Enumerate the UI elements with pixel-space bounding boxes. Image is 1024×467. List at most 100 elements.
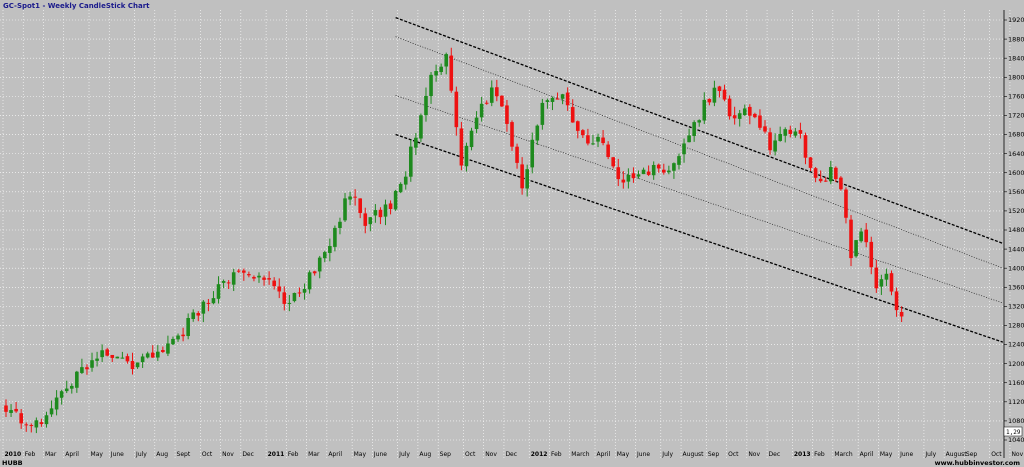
x-tick-label: Nov [485, 451, 497, 458]
candle-body [540, 102, 545, 125]
x-tick-label: Oct [728, 451, 739, 458]
candle-body [150, 352, 155, 358]
candle-body [39, 422, 44, 425]
last-value-label: 1,29 [1006, 429, 1021, 436]
y-tick-label: 1840 [1008, 54, 1024, 62]
grid-lines [0, 10, 1011, 458]
candle-body [889, 273, 894, 292]
candle-body [216, 284, 221, 299]
candle-body [742, 108, 747, 116]
candle-body [474, 117, 479, 129]
x-tick-label: Feb [288, 451, 299, 458]
y-tick-label: 1720 [1008, 112, 1024, 120]
y-tick-label: 1640 [1008, 150, 1024, 158]
candle-body [545, 100, 550, 102]
candle-body [211, 298, 216, 304]
website-label: www.hubbinvestor.com [935, 459, 1021, 467]
candle-body [333, 227, 337, 247]
candle-body [100, 350, 104, 358]
candle-body [454, 91, 459, 128]
y-tick-label: 1400 [1008, 264, 1024, 272]
candle-body [206, 302, 211, 304]
candle-body [864, 229, 868, 243]
x-tick-label: Oct [202, 451, 213, 458]
x-tick-label: Nov [1011, 451, 1023, 458]
candle-body [469, 130, 474, 148]
candle-body [403, 176, 408, 185]
candle-body [75, 371, 79, 388]
candle-body [844, 189, 848, 218]
candle-body [783, 129, 788, 136]
candle-body [879, 279, 884, 287]
candle-body [130, 361, 135, 370]
candle-body [434, 71, 438, 76]
candle-body [373, 210, 378, 216]
candle-body [317, 257, 322, 272]
candle-body [449, 55, 454, 91]
candle-body [500, 95, 504, 107]
candle-body [257, 275, 261, 278]
x-tick-label: April [65, 451, 79, 458]
y-tick-label: 1760 [1008, 93, 1024, 101]
candle-body [788, 129, 793, 134]
x-tick-label: June [373, 451, 387, 458]
candle-body [515, 146, 519, 163]
x-tick-label: Sep [966, 451, 978, 458]
candle-body [186, 318, 190, 337]
candle-body [54, 397, 59, 410]
candle-body [641, 169, 646, 175]
x-tick-label: Feb [814, 451, 825, 458]
candle-body [869, 241, 874, 268]
candle-body [378, 209, 383, 218]
y-tick-label: 1240 [1008, 341, 1024, 349]
x-tick-label: June [110, 451, 124, 458]
y-tick-label: 1520 [1008, 207, 1024, 215]
candle-body [398, 183, 403, 193]
candle-body [226, 282, 231, 284]
candle-body [697, 120, 702, 123]
candle-body [560, 94, 565, 99]
candle-body [702, 99, 707, 121]
y-tick-label: 1360 [1008, 283, 1024, 291]
x-tick-label: August [946, 451, 968, 458]
candle-body [479, 103, 484, 118]
candle-body [242, 270, 246, 273]
candle-body [601, 137, 605, 144]
candle-body [722, 89, 727, 100]
candle-body [510, 122, 514, 147]
x-tick-label: Feb [551, 451, 562, 458]
candle-body [707, 99, 712, 103]
y-axis: 1040 1080 1120 1160 1200 1240 1280 1320 1360 1400… [1004, 16, 1024, 444]
candle-body [596, 136, 600, 142]
candle-body [95, 358, 99, 361]
candle-body [884, 273, 889, 280]
candle-body [778, 134, 782, 141]
x-tick-label: Sep [708, 451, 720, 458]
candle-body [712, 87, 717, 103]
y-tick-label: 1160 [1008, 379, 1024, 387]
candle-body [4, 405, 8, 412]
candle-body [565, 92, 570, 106]
candle-body [520, 164, 524, 189]
x-tick-label: Dec [505, 451, 517, 458]
candle-body [662, 169, 666, 173]
candle-body [181, 334, 185, 337]
x-tick-label: May [617, 451, 630, 458]
candle-body [849, 219, 853, 259]
candle-body [758, 115, 762, 128]
candle-body [236, 270, 241, 272]
candle-body [768, 132, 772, 151]
x-tick-label: June [899, 451, 913, 458]
candle-body [358, 198, 362, 214]
candle-body [14, 408, 18, 412]
y-tick-label: 1680 [1008, 131, 1024, 139]
candle-body [834, 167, 838, 180]
candle-body [484, 102, 489, 104]
candle-body [414, 137, 418, 148]
candle-body [322, 252, 327, 259]
candle-body [388, 203, 393, 210]
candle-body [692, 122, 696, 136]
candle-body [606, 144, 610, 157]
candle-body [859, 231, 863, 242]
